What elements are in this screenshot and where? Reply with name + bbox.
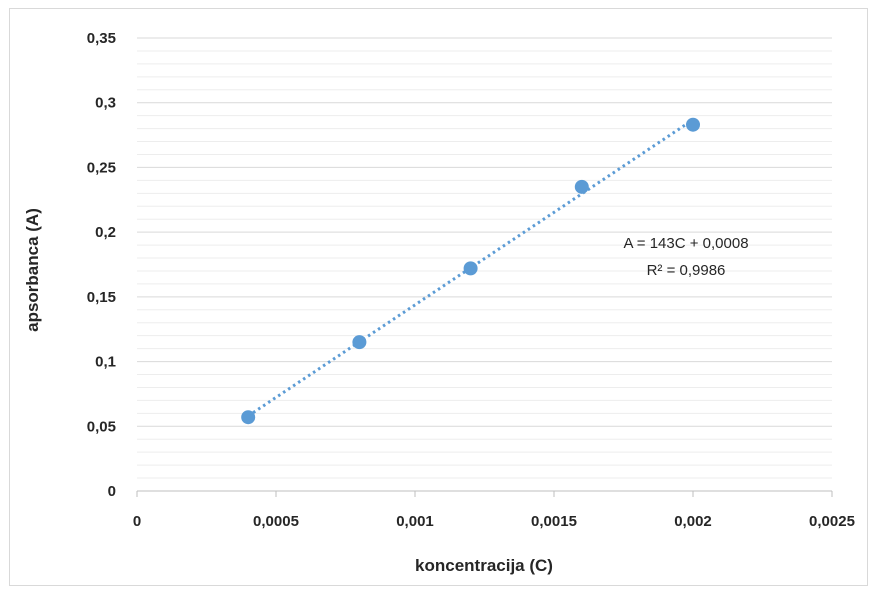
trendline xyxy=(247,118,694,418)
data-point xyxy=(463,261,478,276)
equation-label: A = 143C + 0,0008 xyxy=(623,235,748,252)
y-tick-label: 0,35 xyxy=(87,30,116,47)
data-point xyxy=(574,179,589,194)
y-axis-title: apsorbanca (A) xyxy=(23,208,42,332)
y-tick-label: 0,3 xyxy=(95,95,116,112)
x-tick-label: 0,0005 xyxy=(253,513,299,530)
label-layer: 0 0,05 0,1 0,15 0,2 0,25 0,3 0,35 0 0,0005 0,001 0,… xyxy=(87,30,855,530)
point-layer xyxy=(241,117,700,425)
axis-layer xyxy=(136,490,833,497)
x-axis-title: koncentracija (C) xyxy=(415,556,553,575)
y-tick-label: 0,05 xyxy=(87,418,116,435)
y-tick-label: 0,1 xyxy=(95,354,116,371)
x-tick-label: 0,002 xyxy=(674,513,712,530)
r-squared-label: R² = 0,9986 xyxy=(647,262,726,279)
data-point xyxy=(686,117,700,132)
y-tick-label: 0,15 xyxy=(87,289,116,306)
y-tick-label: 0 xyxy=(108,483,116,500)
y-tick-label: 0,25 xyxy=(87,159,116,176)
trend-layer xyxy=(247,118,694,418)
data-point xyxy=(241,410,256,425)
x-tick-label: 0,001 xyxy=(396,513,434,530)
data-point xyxy=(352,335,367,350)
x-tick-label: 0,0025 xyxy=(809,513,855,530)
grid-layer xyxy=(137,37,832,479)
x-tick-label: 0,0015 xyxy=(531,513,577,530)
y-tick-label: 0,2 xyxy=(95,224,116,241)
x-tick-label: 0 xyxy=(133,513,141,530)
